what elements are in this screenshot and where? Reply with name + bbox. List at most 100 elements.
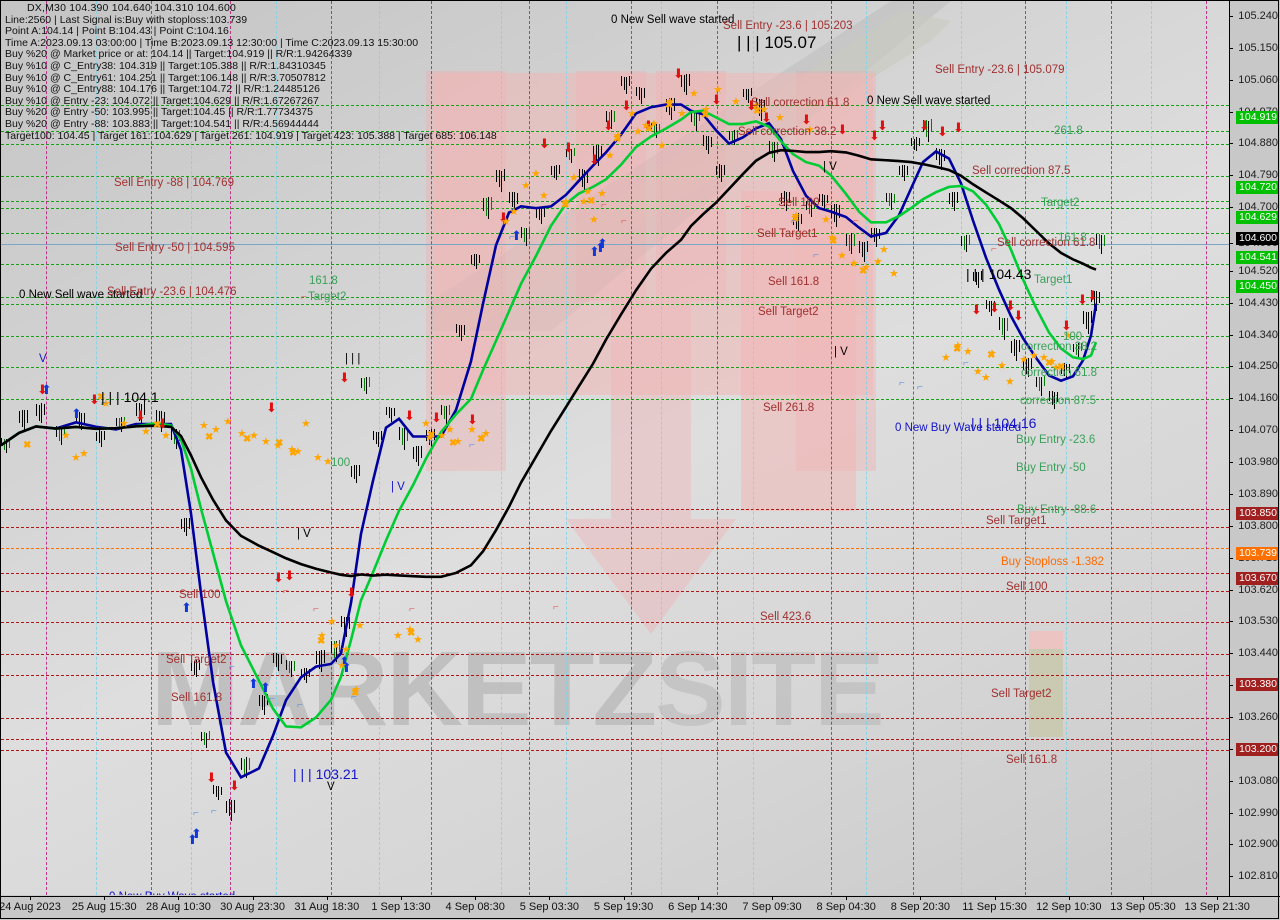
reversal-star-marker: ★ — [997, 360, 1007, 372]
candlestick — [771, 141, 773, 158]
reversal-star-marker: ★ — [805, 124, 815, 136]
sell-flag-marker: ⌐ — [301, 292, 307, 303]
candlestick — [963, 236, 965, 251]
time-axis[interactable]: 24 Aug 2023 25 Aug 15:30 28 Aug 10:30 30 Au… — [0, 896, 1280, 920]
reversal-star-marker: ★ — [713, 84, 723, 96]
price-level-tag[interactable]: 104.629 — [1236, 211, 1279, 224]
buy-flag-marker: ⌐ — [101, 398, 107, 409]
candlestick — [306, 668, 308, 684]
candlestick — [949, 193, 950, 204]
candlestick — [1098, 234, 1100, 250]
sell-signal-arrow: ⬇ — [266, 400, 277, 415]
price-tick-mark — [1229, 302, 1233, 304]
buy-flag-marker: ⌐ — [509, 232, 515, 243]
chart-annotation-label: Sell 161.8 — [171, 692, 223, 704]
price-level-tag[interactable]: 103.850 — [1236, 507, 1279, 520]
chart-annotation-label: Sell Entry -88 | 104.769 — [114, 177, 234, 189]
chart-annotation-label: Sell 161.8 — [1006, 754, 1058, 766]
price-level-tag[interactable]: 104.541 — [1236, 251, 1279, 264]
candlestick — [516, 192, 518, 205]
candlestick — [259, 695, 260, 706]
chart-annotation-label: 100 — [331, 457, 351, 469]
price-level-tag[interactable]: 103.380 — [1236, 678, 1279, 691]
buy-signal-arrow: ⬆ — [597, 236, 608, 251]
candlestick — [476, 254, 478, 270]
price-axis[interactable]: 105.240105.150105.060104.970104.880104.7… — [1229, 0, 1280, 896]
price-tick-mark — [1229, 685, 1233, 687]
time-tick-label: 13 Sep 21:30 — [1184, 901, 1250, 913]
sell-flag-marker: ⌐ — [621, 216, 627, 227]
sell-flag-marker: ⌐ — [853, 216, 859, 227]
time-tick-mark — [252, 896, 254, 900]
price-level-tag[interactable]: 103.200 — [1236, 743, 1279, 756]
candlestick — [363, 378, 365, 392]
candlestick — [918, 137, 920, 146]
candlestick — [264, 695, 266, 715]
buy-flag-marker: ⌐ — [469, 440, 475, 451]
reversal-star-marker: ★ — [879, 244, 889, 256]
candlestick — [523, 227, 525, 242]
time-tick-label: 8 Sep 04:30 — [816, 901, 876, 913]
candlestick — [851, 233, 853, 255]
close-signal-marker: ✖ — [351, 688, 360, 699]
candlestick — [698, 109, 700, 121]
chart-annotation-label: Sell correction 87.5 — [972, 165, 1071, 177]
stop-level-line — [1, 675, 1229, 677]
time-gridline — [631, 1, 632, 895]
sell-signal-arrow: ⬇ — [673, 66, 684, 81]
price-tick-label: 102.810 — [1238, 870, 1278, 883]
info-line: Buy %10 @ C_Entry61: 104.251 || Target:1… — [5, 71, 326, 84]
candlestick — [366, 376, 368, 394]
candlestick — [503, 169, 505, 182]
price-tick-mark — [1229, 653, 1233, 655]
reversal-star-marker: ★ — [323, 456, 333, 468]
chart-annotation-label: Sell 423.6 — [760, 611, 812, 623]
price-level-tag[interactable]: 104.720 — [1236, 181, 1279, 194]
candlestick — [288, 660, 290, 674]
candlestick — [291, 661, 293, 678]
sell-flag-marker: ⌐ — [601, 200, 607, 211]
candlestick — [961, 235, 962, 246]
candlestick — [8, 439, 10, 448]
price-level-tag[interactable]: 104.450 — [1236, 280, 1279, 293]
close-signal-marker: ✖ — [1057, 362, 1066, 373]
candlestick — [341, 616, 342, 628]
close-signal-marker: ✖ — [205, 432, 214, 443]
candlestick — [3, 438, 5, 450]
chart-annotation-label: Target2 — [1041, 197, 1080, 209]
price-tick-label: 103.080 — [1238, 774, 1278, 787]
reversal-star-marker: ★ — [413, 634, 423, 646]
close-signal-marker: ✖ — [289, 448, 298, 459]
price-tick-label: 104.880 — [1238, 137, 1278, 150]
candlestick — [538, 206, 540, 220]
candlestick — [483, 197, 484, 211]
candlestick — [693, 110, 695, 127]
price-level-tag[interactable]: 103.739 — [1236, 547, 1279, 560]
candlestick — [496, 169, 497, 183]
chart-annotation-label: Sell Entry -23.6 | 105.079 — [935, 64, 1065, 76]
candlestick — [906, 165, 908, 175]
candlestick — [1001, 317, 1003, 336]
candlestick — [188, 518, 190, 529]
chart-plot-area[interactable]: MARKETZSITE ⬇ ⬇ ⬇ ⬇ ⬇ ⬇ ⬇ ⬇ ⬇ ⬇ ⬇ ⬇ ⬇ ⬇ ⬇ ⬇ ⬇ ⬇ ⬇ ⬇ ⬇ ⬇ ⬇ ⬇ ⬇ ⬇ ⬇ ⬇… — [1, 1, 1229, 895]
candlestick — [833, 204, 835, 222]
stop-level-line — [1, 622, 1229, 624]
price-level-tag[interactable]: 103.670 — [1236, 572, 1279, 585]
candlestick — [393, 407, 395, 417]
reversal-star-marker: ★ — [701, 104, 711, 116]
candlestick — [954, 192, 956, 211]
candlestick — [831, 205, 832, 219]
candlestick — [836, 204, 838, 227]
sell-signal-arrow: ⬇ — [339, 370, 350, 385]
price-level-tag[interactable]: 104.919 — [1236, 111, 1279, 124]
close-signal-marker: ✖ — [859, 266, 868, 277]
chart-annotation-label: 0 New Buy Wave started — [895, 422, 1022, 434]
price-tick-mark — [1229, 175, 1233, 177]
time-gridline-secondary — [866, 1, 867, 895]
reversal-star-marker: ★ — [1029, 350, 1039, 362]
stop-level-line — [1, 739, 1229, 741]
sell-signal-arrow: ⬇ — [761, 110, 772, 125]
price-level-tag[interactable]: 104.600 — [1236, 232, 1279, 245]
buy-flag-marker: ⌐ — [963, 358, 969, 369]
reversal-star-marker: ★ — [161, 430, 171, 442]
